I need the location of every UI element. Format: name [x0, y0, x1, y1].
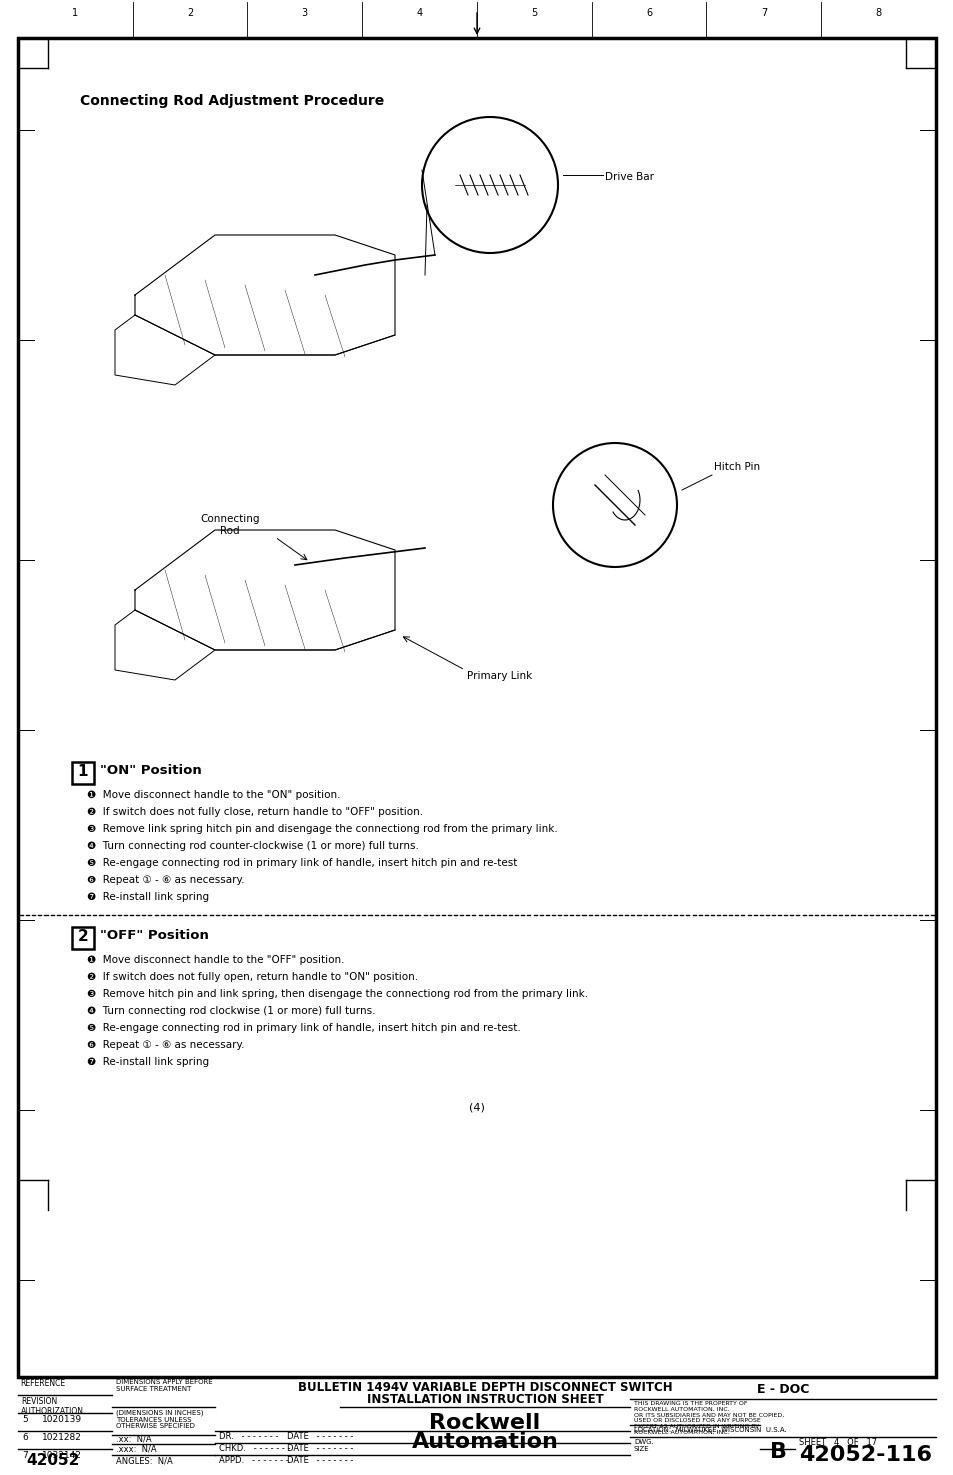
Text: Connecting Rod Adjustment Procedure: Connecting Rod Adjustment Procedure [80, 94, 384, 108]
Text: ❺  Re-engage connecting rod in primary link of handle, insert hitch pin and re-t: ❺ Re-engage connecting rod in primary li… [87, 1024, 520, 1032]
Text: Primary Link: Primary Link [467, 671, 532, 681]
Text: 1032142: 1032142 [42, 1451, 82, 1460]
Text: E - DOC: E - DOC [756, 1384, 808, 1395]
Text: 2: 2 [77, 929, 89, 944]
Text: .xx:  N/A: .xx: N/A [116, 1435, 152, 1444]
Text: 7: 7 [22, 1451, 28, 1460]
Text: 5: 5 [531, 7, 537, 18]
Text: (4): (4) [469, 1102, 484, 1112]
Text: ❷  If switch does not fully close, return handle to "OFF" position.: ❷ If switch does not fully close, return… [87, 807, 423, 817]
Text: 1: 1 [72, 7, 78, 18]
Text: 42052: 42052 [26, 1453, 79, 1468]
Bar [71, 926, 94, 948]
Text: .xxx:  N/A: .xxx: N/A [116, 1446, 156, 1454]
Text: B: B [769, 1443, 786, 1462]
Text: 42052-116: 42052-116 [799, 1446, 931, 1465]
Text: 4: 4 [416, 7, 422, 18]
Text: ❶  Move disconnect handle to the "ON" position.: ❶ Move disconnect handle to the "ON" pos… [87, 791, 340, 799]
Text: 6: 6 [22, 1434, 28, 1443]
Text: CHKD.   - - - - - - -: CHKD. - - - - - - - [219, 1444, 291, 1453]
Text: 2: 2 [187, 7, 193, 18]
Text: 3: 3 [301, 7, 308, 18]
Text: Automation: Automation [411, 1432, 558, 1451]
Text: DATE   - - - - - - -: DATE - - - - - - - [287, 1456, 354, 1465]
Text: Hitch Pin: Hitch Pin [713, 462, 760, 472]
Text: ANGLES:  N/A: ANGLES: N/A [116, 1456, 172, 1465]
Text: ❺  Re-engage connecting rod in primary link of handle, insert hitch pin and re-t: ❺ Re-engage connecting rod in primary li… [87, 858, 517, 867]
Text: REVISION
AUTHORIZATION: REVISION AUTHORIZATION [21, 1397, 84, 1416]
Text: ❷  If switch does not fully open, return handle to "ON" position.: ❷ If switch does not fully open, return … [87, 972, 417, 982]
Text: ❹  Turn connecting rod clockwise (1 or more) full turns.: ❹ Turn connecting rod clockwise (1 or mo… [87, 1006, 375, 1016]
Text: ❼  Re-install link spring: ❼ Re-install link spring [87, 1058, 209, 1066]
Text: "ON" Position: "ON" Position [100, 764, 201, 777]
Text: DATE   - - - - - - -: DATE - - - - - - - [287, 1444, 354, 1453]
Text: 5: 5 [22, 1415, 28, 1423]
Text: Connecting
Rod: Connecting Rod [200, 513, 259, 535]
Text: Rockwell: Rockwell [429, 1413, 540, 1434]
Text: ❸  Remove hitch pin and link spring, then disengage the connectiong rod from the: ❸ Remove hitch pin and link spring, then… [87, 990, 587, 999]
Text: DR.   - - - - - - -: DR. - - - - - - - [219, 1432, 278, 1441]
Text: DATE   - - - - - - -: DATE - - - - - - - [287, 1432, 354, 1441]
Text: DWG.: DWG. [634, 1440, 653, 1446]
Bar [71, 763, 94, 785]
Text: DIMENSIONS APPLY BEFORE
SURFACE TREATMENT: DIMENSIONS APPLY BEFORE SURFACE TREATMEN… [116, 1379, 213, 1392]
Text: ❻  Repeat ① - ⑥ as necessary.: ❻ Repeat ① - ⑥ as necessary. [87, 875, 244, 885]
Text: ❼  Re-install link spring: ❼ Re-install link spring [87, 892, 209, 903]
Text: INSTALLATION INSTRUCTION SHEET: INSTALLATION INSTRUCTION SHEET [366, 1392, 602, 1406]
Text: 1021282: 1021282 [42, 1434, 82, 1443]
Text: BULLETIN 1494V VARIABLE DEPTH DISCONNECT SWITCH: BULLETIN 1494V VARIABLE DEPTH DISCONNECT… [297, 1381, 672, 1394]
Text: SIZE: SIZE [634, 1446, 649, 1451]
Text: LOCATION:  MILWAUKEE, WISCONSIN  U.S.A.: LOCATION: MILWAUKEE, WISCONSIN U.S.A. [634, 1426, 786, 1434]
Text: ❸  Remove link spring hitch pin and disengage the connectiong rod from the prima: ❸ Remove link spring hitch pin and disen… [87, 825, 558, 833]
Text: ❻  Repeat ① - ⑥ as necessary.: ❻ Repeat ① - ⑥ as necessary. [87, 1040, 244, 1050]
Text: SHEET   4   OF   17: SHEET 4 OF 17 [799, 1438, 876, 1447]
Text: 6: 6 [645, 7, 652, 18]
Text: APPD.   - - - - - - -: APPD. - - - - - - - [219, 1456, 289, 1465]
Text: Drive Bar: Drive Bar [604, 173, 654, 181]
Text: 7: 7 [760, 7, 766, 18]
Text: REFERENCE: REFERENCE [20, 1379, 65, 1388]
Text: 8: 8 [875, 7, 881, 18]
Text: ❹  Turn connecting rod counter-clockwise (1 or more) full turns.: ❹ Turn connecting rod counter-clockwise … [87, 841, 418, 851]
Text: (DIMENSIONS IN INCHES)
TOLERANCES UNLESS
OTHERWISE SPECIFIED: (DIMENSIONS IN INCHES) TOLERANCES UNLESS… [116, 1409, 203, 1429]
Text: 1: 1 [77, 764, 89, 779]
Text: 1020139: 1020139 [42, 1415, 82, 1423]
Text: THIS DRAWING IS THE PROPERTY OF
ROCKWELL AUTOMATION, INC.
OR ITS SUBSIDIARIES AN: THIS DRAWING IS THE PROPERTY OF ROCKWELL… [634, 1401, 783, 1435]
Text: "OFF" Position: "OFF" Position [100, 929, 209, 943]
Text: ❶  Move disconnect handle to the "OFF" position.: ❶ Move disconnect handle to the "OFF" po… [87, 954, 344, 965]
